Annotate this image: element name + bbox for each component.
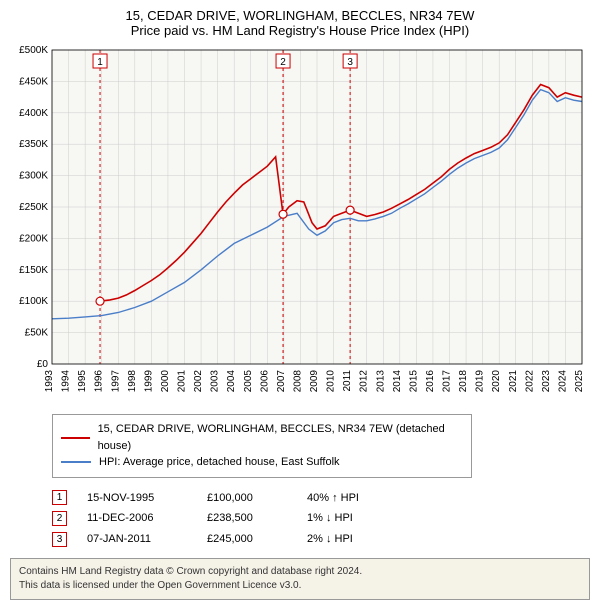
x-tick-label: 2022	[524, 370, 535, 393]
x-tick-label: 2016	[425, 370, 436, 393]
legend-swatch	[61, 461, 91, 463]
legend-swatch	[61, 437, 90, 439]
x-tick-label: 2008	[292, 370, 303, 393]
legend-label: HPI: Average price, detached house, East…	[99, 454, 340, 471]
event-row-number: 1	[52, 490, 67, 505]
chart-subtitle: Price paid vs. HM Land Registry's House …	[10, 23, 590, 38]
y-tick-label: £300K	[19, 171, 48, 182]
x-tick-label: 1996	[94, 370, 105, 393]
events-table: 1 15-NOV-1995 £100,000 40% ↑ HPI 2 11-DEC-200…	[52, 488, 590, 551]
attribution-line2: This data is licensed under the Open Gov…	[19, 579, 581, 593]
event-row-delta: 40% ↑ HPI	[307, 488, 397, 509]
x-tick-label: 2025	[574, 370, 585, 393]
event-marker-dot	[346, 206, 354, 214]
x-tick-label: 2014	[392, 370, 403, 393]
event-row-date: 15-NOV-1995	[87, 488, 187, 509]
event-number: 3	[347, 57, 353, 68]
event-row: 2 11-DEC-2006 £238,500 1% ↓ HPI	[52, 508, 590, 529]
y-tick-label: £150K	[19, 265, 48, 276]
y-tick-label: £0	[37, 359, 49, 370]
chart-container: 15, CEDAR DRIVE, WORLINGHAM, BECCLES, NR…	[0, 0, 600, 590]
y-tick-label: £100K	[19, 296, 48, 307]
event-row: 1 15-NOV-1995 £100,000 40% ↑ HPI	[52, 488, 590, 509]
x-tick-label: 2000	[160, 370, 171, 393]
y-tick-label: £50K	[25, 328, 49, 339]
x-tick-label: 2009	[309, 370, 320, 393]
chart-svg: £0 £50K £100K £150K £200K £250K £300K £350K £400…	[10, 44, 590, 404]
x-tick-label: 2024	[557, 370, 568, 393]
event-number: 2	[280, 57, 286, 68]
x-tick-label: 1997	[110, 370, 121, 393]
event-row-date: 11-DEC-2006	[87, 508, 187, 529]
event-row-price: £100,000	[207, 488, 287, 509]
x-tick-label: 1993	[44, 370, 55, 393]
x-tick-label: 2019	[475, 370, 486, 393]
event-row-delta: 2% ↓ HPI	[307, 529, 397, 550]
y-tick-label: £200K	[19, 233, 48, 244]
event-row-number: 3	[52, 532, 67, 547]
event-number: 1	[97, 57, 103, 68]
x-tick-label: 1994	[61, 370, 72, 393]
event-row-price: £238,500	[207, 508, 287, 529]
legend-label: 15, CEDAR DRIVE, WORLINGHAM, BECCLES, NR…	[98, 421, 463, 454]
event-row: 3 07-JAN-2011 £245,000 2% ↓ HPI	[52, 529, 590, 550]
event-row-date: 07-JAN-2011	[87, 529, 187, 550]
x-tick-label: 1999	[143, 370, 154, 393]
x-tick-label: 2017	[442, 370, 453, 393]
x-tick-label: 2020	[491, 370, 502, 393]
x-tick-label: 2011	[342, 370, 353, 392]
event-row-price: £245,000	[207, 529, 287, 550]
x-tick-label: 2003	[210, 370, 221, 393]
x-tick-label: 2002	[193, 370, 204, 393]
legend: 15, CEDAR DRIVE, WORLINGHAM, BECCLES, NR…	[52, 414, 472, 478]
x-tick-label: 2001	[177, 370, 188, 393]
legend-item: HPI: Average price, detached house, East…	[61, 454, 463, 471]
x-tick-label: 2010	[326, 370, 337, 393]
chart-title: 15, CEDAR DRIVE, WORLINGHAM, BECCLES, NR…	[10, 8, 590, 23]
y-tick-label: £250K	[19, 202, 48, 213]
x-tick-label: 2012	[359, 370, 370, 393]
y-tick-label: £450K	[19, 76, 48, 87]
x-tick-label: 2015	[408, 370, 419, 393]
attribution-line1: Contains HM Land Registry data © Crown c…	[19, 565, 581, 579]
x-tick-label: 2021	[508, 370, 519, 393]
event-marker-dot	[96, 297, 104, 305]
x-tick-label: 1998	[127, 370, 138, 393]
y-tick-label: £500K	[19, 45, 48, 56]
x-tick-label: 2018	[458, 370, 469, 393]
y-tick-label: £400K	[19, 108, 48, 119]
event-row-number: 2	[52, 511, 67, 526]
attribution: Contains HM Land Registry data © Crown c…	[10, 558, 590, 600]
x-tick-label: 2013	[375, 370, 386, 393]
title-block: 15, CEDAR DRIVE, WORLINGHAM, BECCLES, NR…	[10, 8, 590, 38]
x-tick-label: 2006	[259, 370, 270, 393]
event-marker-dot	[279, 210, 287, 218]
x-tick-label: 2023	[541, 370, 552, 393]
x-tick-label: 1995	[77, 370, 88, 393]
legend-item: 15, CEDAR DRIVE, WORLINGHAM, BECCLES, NR…	[61, 421, 463, 454]
event-row-delta: 1% ↓ HPI	[307, 508, 397, 529]
y-tick-label: £350K	[19, 139, 48, 150]
x-tick-label: 2007	[276, 370, 287, 393]
x-tick-label: 2005	[243, 370, 254, 393]
x-tick-label: 2004	[226, 370, 237, 393]
chart-plot-area: £0 £50K £100K £150K £200K £250K £300K £350K £400…	[10, 44, 590, 404]
